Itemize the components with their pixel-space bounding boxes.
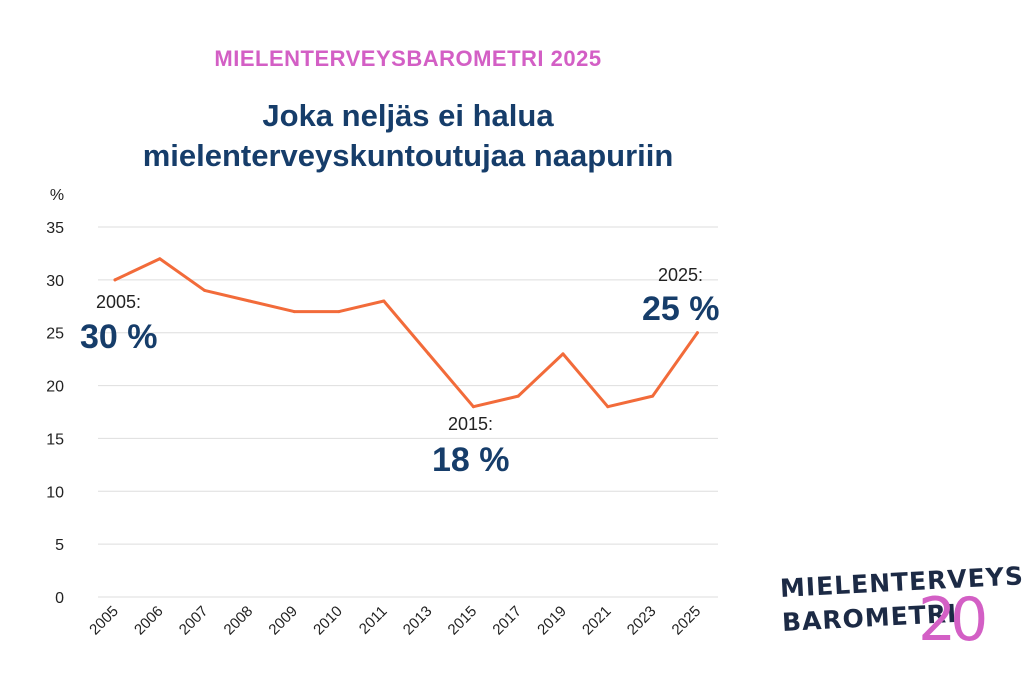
data-point — [695, 331, 699, 335]
series-line — [113, 257, 699, 409]
data-point — [158, 257, 162, 261]
brand-logo: MIELENTERVEYS- BAROMETRI 20 — [779, 561, 1024, 656]
annotation-value: 30 % — [80, 318, 158, 356]
chart-title: Joka neljäs ei halua mielenterveyskuntou… — [0, 96, 816, 176]
data-point — [516, 394, 520, 398]
data-point — [247, 299, 251, 303]
y-tick-label: 5 — [55, 537, 64, 554]
chart-title-line-2: mielenterveyskuntoutujaa naapuriin — [142, 138, 674, 173]
x-tick-label: 2006 — [131, 603, 167, 639]
x-tick-label: 2013 — [400, 603, 436, 639]
annotation-value: 18 % — [432, 441, 510, 479]
y-tick-label: 10 — [46, 484, 64, 501]
logo-number: 20 — [918, 585, 988, 655]
x-tick-label: 2011 — [356, 603, 391, 638]
annotation-year-label: 2005: — [96, 292, 141, 312]
x-tick-label: 2017 — [489, 603, 525, 639]
y-axis-label: % — [50, 187, 64, 204]
data-point — [292, 310, 296, 314]
chart-supertitle: MIELENTERVEYSBAROMETRI 2025 — [214, 46, 602, 71]
data-point — [337, 310, 341, 314]
x-tick-label: 2015 — [445, 603, 481, 639]
data-point — [651, 394, 655, 398]
logo-text-line-1: MIELENTERVEYS- — [779, 560, 1024, 603]
x-tick-label: 2021 — [579, 603, 615, 639]
data-point — [382, 299, 386, 303]
x-tick-label: 2008 — [221, 603, 257, 639]
x-tick-label: 2009 — [265, 603, 301, 639]
y-tick-label: 20 — [46, 379, 64, 396]
y-tick-label: 0 — [55, 590, 64, 607]
data-point — [203, 288, 207, 292]
data-point — [561, 352, 565, 356]
x-tick-label: 2005 — [86, 603, 122, 639]
x-tick-label: 2019 — [534, 603, 570, 639]
data-point — [606, 405, 610, 409]
annotation-year-label: 2015: — [448, 414, 493, 434]
y-tick-label: 30 — [46, 273, 64, 290]
x-tick-label: 2023 — [624, 603, 660, 639]
data-point — [427, 352, 431, 356]
annotation-value: 25 % — [642, 290, 720, 328]
y-tick-label: 25 — [46, 326, 64, 343]
x-tick-label: 2010 — [310, 603, 346, 639]
chart-title-line-1: Joka neljäs ei halua — [262, 98, 554, 133]
data-point — [113, 278, 117, 282]
y-tick-label: 15 — [46, 431, 64, 448]
data-point — [471, 405, 475, 409]
y-tick-label: 35 — [46, 220, 64, 237]
annotation-year-label: 2025: — [658, 265, 703, 285]
x-tick-label: 2007 — [176, 603, 212, 639]
x-tick-label: 2025 — [669, 603, 705, 639]
